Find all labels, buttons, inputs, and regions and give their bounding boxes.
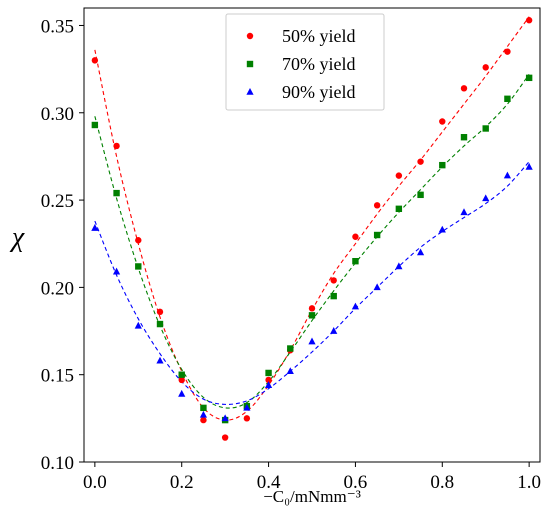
point-square xyxy=(395,205,403,213)
point-square xyxy=(178,371,185,378)
point-circle xyxy=(156,308,164,316)
point-square xyxy=(91,121,99,129)
point-circle xyxy=(308,305,316,312)
point-triangle xyxy=(525,162,533,170)
legend-box xyxy=(225,13,385,111)
point-triangle xyxy=(112,267,121,275)
legend-label: 50% yield xyxy=(282,26,356,46)
point-triangle xyxy=(221,414,229,422)
point-square xyxy=(135,263,142,270)
point-square xyxy=(525,74,533,82)
point-circle xyxy=(330,277,337,284)
axes: 0.0 0.2 0.4 0.6 0.8 1.0 0.10 0.15 0.20 0.25 0.30 0.… xyxy=(9,7,541,506)
y-tick-label: 0.15 xyxy=(41,366,74,387)
point-triangle xyxy=(395,262,403,270)
point-triangle xyxy=(482,194,490,202)
x-axis-label: −C₀/mNmm⁻³ xyxy=(263,487,361,506)
point-triangle xyxy=(243,403,251,411)
y-tick-label: 0.25 xyxy=(41,191,74,212)
fit-curve-triangle xyxy=(94,161,530,405)
point-triangle xyxy=(178,389,186,397)
x-tick-label: 0.4 xyxy=(257,472,281,493)
point-square xyxy=(330,292,337,300)
x-tick-label: 0.0 xyxy=(83,472,107,493)
point-circle xyxy=(460,85,468,92)
point-square xyxy=(373,231,381,239)
point-triangle xyxy=(503,171,512,179)
plot-frame xyxy=(83,7,541,463)
point-circle xyxy=(439,118,446,125)
point-circle xyxy=(482,64,489,71)
point-triangle xyxy=(438,225,446,233)
point-square xyxy=(200,404,207,412)
point-circle xyxy=(525,17,533,24)
point-circle xyxy=(395,172,403,179)
data-points xyxy=(91,17,533,441)
legend-marker-circle xyxy=(246,32,254,40)
legend-marker-square xyxy=(246,60,254,68)
point-circle xyxy=(178,376,185,384)
point-triangle xyxy=(264,381,273,388)
point-square xyxy=(308,312,316,319)
point-square xyxy=(113,189,120,197)
point-square xyxy=(156,320,164,328)
point-circle xyxy=(373,202,381,209)
point-triangle xyxy=(351,302,360,310)
x-tick-label: 1.0 xyxy=(517,472,541,493)
point-triangle xyxy=(156,356,164,364)
point-triangle xyxy=(460,208,468,216)
point-square xyxy=(504,95,511,102)
point-circle xyxy=(113,142,120,150)
point-circle xyxy=(352,233,359,240)
point-triangle xyxy=(286,367,294,374)
point-square xyxy=(460,134,468,141)
point-triangle xyxy=(373,283,381,291)
point-circle xyxy=(200,416,207,424)
point-circle xyxy=(417,158,424,165)
legend-marker-triangle xyxy=(246,88,254,95)
point-triangle xyxy=(134,321,142,329)
point-circle xyxy=(243,415,251,422)
point-circle xyxy=(135,237,142,244)
point-circle xyxy=(265,376,272,384)
point-square xyxy=(417,191,424,199)
point-square xyxy=(352,257,359,265)
point-triangle xyxy=(91,224,99,231)
legend: 50% yield 70% yield 90% yield xyxy=(225,13,385,111)
point-triangle xyxy=(308,337,316,345)
point-square xyxy=(439,161,446,169)
point-triangle xyxy=(330,327,338,334)
x-tick-label: 0.2 xyxy=(170,472,194,493)
y-tick-label: 0.30 xyxy=(41,104,74,125)
point-square xyxy=(287,345,294,352)
point-circle xyxy=(221,434,229,441)
point-triangle xyxy=(416,248,425,256)
point-square xyxy=(265,369,272,377)
legend-label: 90% yield xyxy=(282,82,356,102)
y-tick-label: 0.10 xyxy=(41,453,74,474)
point-square xyxy=(482,125,489,132)
legend-label: 70% yield xyxy=(282,54,356,74)
point-circle xyxy=(504,48,511,55)
point-triangle xyxy=(199,410,208,418)
y-tick-label: 0.35 xyxy=(41,16,74,37)
y-tick-label: 0.20 xyxy=(41,278,74,299)
point-circle xyxy=(91,57,99,64)
y-axis-label: χ xyxy=(9,222,25,253)
x-tick-label: 0.8 xyxy=(430,472,454,493)
x-tick-label: 0.6 xyxy=(344,472,368,493)
